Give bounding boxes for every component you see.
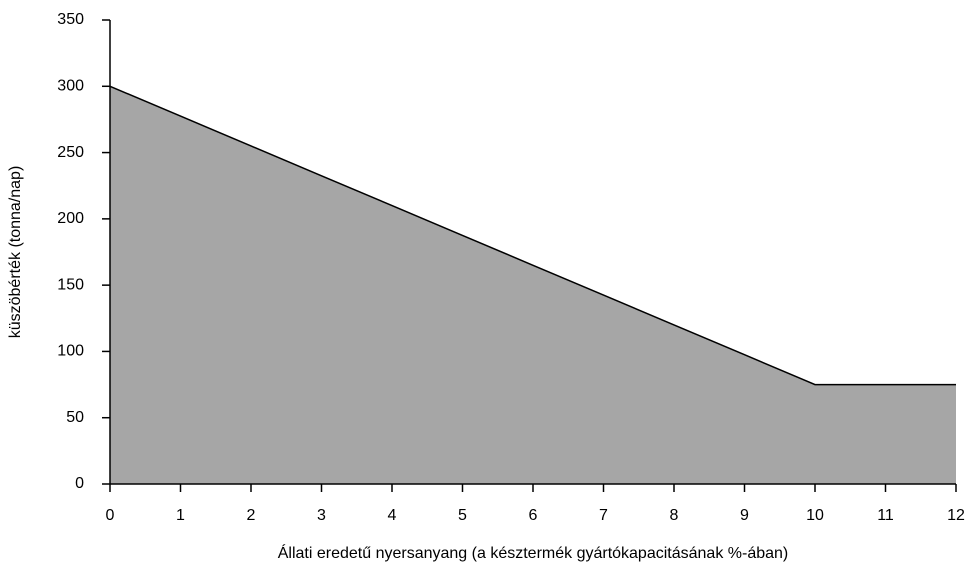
x-tick-label: 12 bbox=[947, 507, 965, 524]
y-tick-label: 250 bbox=[57, 144, 84, 161]
y-tick-label: 200 bbox=[57, 210, 84, 227]
x-tick-label: 1 bbox=[176, 507, 185, 524]
y-tick-label: 350 bbox=[57, 11, 84, 28]
x-axis-label: Állati eredetű nyersanyang (a késztermék… bbox=[278, 543, 789, 562]
x-tick-label: 11 bbox=[877, 507, 894, 524]
x-tick-label: 3 bbox=[317, 507, 326, 524]
area bbox=[110, 86, 956, 485]
y-tick-label: 300 bbox=[57, 78, 84, 95]
y-axis-label: küszöbérték (tonna/nap) bbox=[7, 166, 24, 339]
x-tick-label: 7 bbox=[599, 507, 608, 524]
y-tick-label: 100 bbox=[57, 343, 84, 360]
x-tick-label: 10 bbox=[806, 507, 824, 524]
x-tick-label: 5 bbox=[458, 507, 467, 524]
x-tick-label: 4 bbox=[388, 507, 397, 524]
x-tick-label: 9 bbox=[740, 507, 749, 524]
y-tick-label: 150 bbox=[57, 276, 84, 293]
x-tick-label: 8 bbox=[670, 507, 679, 524]
area-line bbox=[109, 85, 956, 386]
y-tick-label: 50 bbox=[66, 409, 84, 426]
x-tick-label: 6 bbox=[529, 507, 538, 524]
y-tick-label: 0 bbox=[75, 475, 84, 492]
x-tick-label: 0 bbox=[106, 507, 115, 524]
x-tick-label: 2 bbox=[247, 507, 256, 524]
